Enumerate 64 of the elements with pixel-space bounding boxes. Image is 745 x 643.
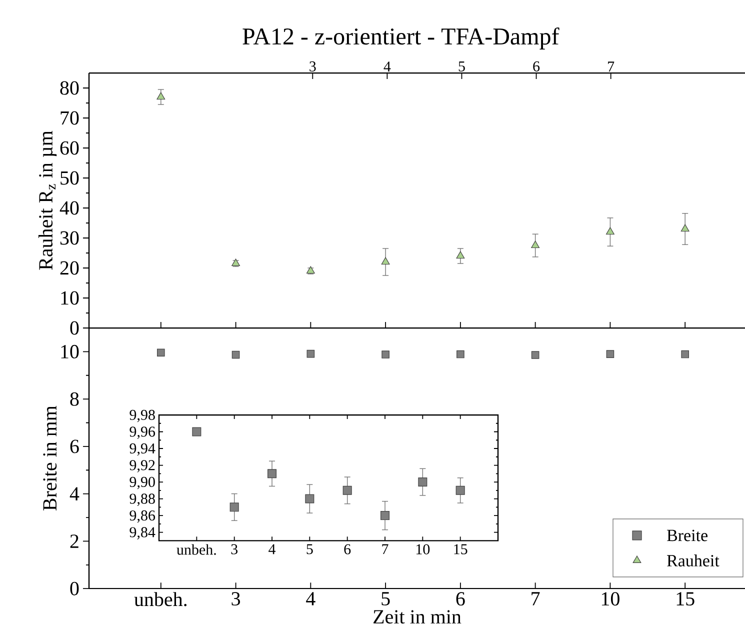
x-tick-label: 4 xyxy=(268,544,276,554)
legend-label: Breite xyxy=(667,530,708,542)
x2-tick-label: 3 xyxy=(310,61,316,72)
point xyxy=(456,251,465,259)
y-tick-label: 9,90 xyxy=(130,476,155,490)
point xyxy=(230,502,239,512)
legend-label: Rauheit xyxy=(667,554,720,566)
point xyxy=(456,486,465,495)
x-tick-label: 7 xyxy=(532,592,540,606)
y-tick-label: 60 xyxy=(60,141,79,155)
x2-tick-label: 7 xyxy=(608,62,614,72)
point xyxy=(156,92,166,100)
x2-tick-label: 6 xyxy=(533,61,540,72)
x-tick-label: unbeh. xyxy=(134,592,187,606)
point xyxy=(680,224,690,232)
y-axis-title: Breite in mm xyxy=(43,406,57,510)
y-tick-label: 40 xyxy=(60,201,79,215)
y-tick-label: 9,92 xyxy=(130,460,155,472)
x2-tick-label: 5 xyxy=(458,61,465,72)
x-tick-label: 6 xyxy=(344,544,351,554)
point xyxy=(342,486,352,495)
point xyxy=(192,427,202,436)
x2-tick-label: 4 xyxy=(384,62,391,72)
y-tick-label: 9,88 xyxy=(130,494,155,506)
y-tick-label: 70 xyxy=(60,111,79,125)
x-tick-label: 7 xyxy=(382,544,388,554)
chart-title: PA12 - z-orientiert - TFA-Dampf xyxy=(242,27,560,50)
y-tick-label: 10 xyxy=(61,291,79,305)
y-tick-label: 20 xyxy=(60,261,79,275)
y-tick-label: 9,98 xyxy=(130,410,155,422)
point xyxy=(606,227,614,235)
y-tick-label: 2 xyxy=(70,534,78,548)
y-tick-label: 30 xyxy=(60,231,79,245)
y-tick-label: 10 xyxy=(61,344,79,358)
x-tick-label: 3 xyxy=(232,592,240,606)
y-tick-label: 8 xyxy=(70,392,79,406)
point xyxy=(418,478,428,487)
x-tick-label: 4 xyxy=(306,592,316,606)
point xyxy=(380,511,390,520)
x-tick-label: 3 xyxy=(231,544,238,554)
point xyxy=(381,257,390,265)
y-tick-label: 80 xyxy=(60,81,79,95)
y-tick-label: 0 xyxy=(70,321,79,335)
y-tick-label: 9,84 xyxy=(130,527,156,540)
y-tick-label: 9,86 xyxy=(130,510,156,523)
x-tick-label: 15 xyxy=(454,544,468,554)
y-tick-label: 6 xyxy=(70,440,79,454)
point xyxy=(305,494,314,504)
x-tick-label: 5 xyxy=(306,544,313,554)
y-tick-label: 4 xyxy=(70,487,80,500)
y-tick-label: 50 xyxy=(60,171,79,185)
y-axis-title: Rauheit R$_{z}$ in µm xyxy=(38,130,57,270)
x-tick-label: 5 xyxy=(382,592,390,606)
point xyxy=(531,240,540,248)
point xyxy=(268,469,276,478)
x-tick-label: 10 xyxy=(602,592,620,606)
y-tick-label: 9,96 xyxy=(130,426,156,439)
y-tick-label: 0 xyxy=(70,582,79,596)
x-tick-label: 6 xyxy=(456,592,465,606)
x-axis-title: Zeit in min xyxy=(374,610,462,624)
x-tick-label: 10 xyxy=(416,544,430,554)
y-tick-label: 9,94 xyxy=(130,443,156,456)
x-tick-label: 15 xyxy=(676,592,694,606)
x-tick-label: unbeh. xyxy=(176,544,216,555)
